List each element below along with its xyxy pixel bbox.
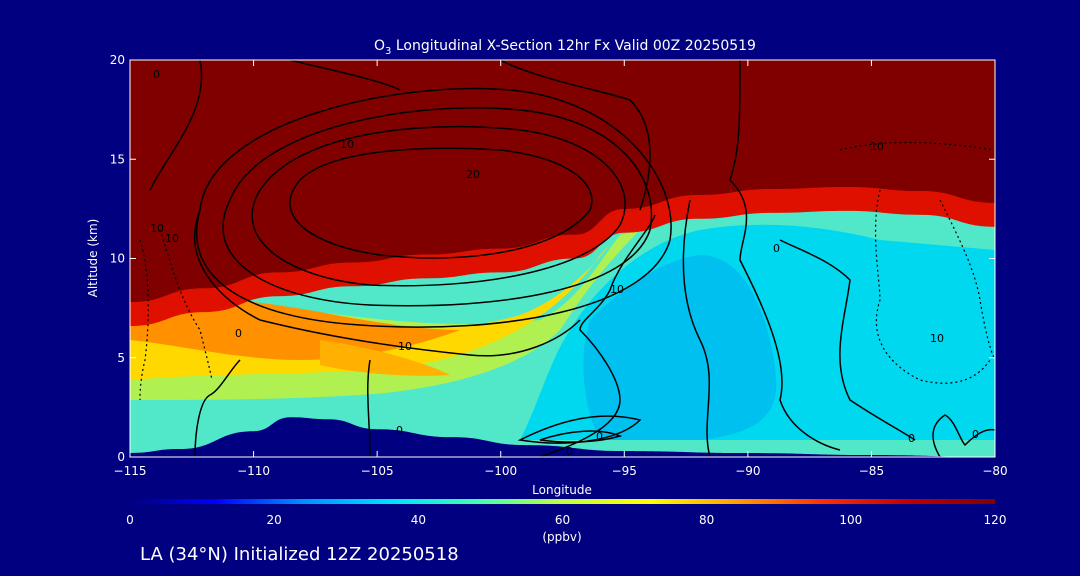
contour-line: [149, 60, 581, 357]
initialization-text: LA (34°N) Initialized 12Z 20250518: [140, 544, 459, 565]
contour-label: 10: [870, 140, 884, 153]
colorbar-tick-label: 60: [555, 513, 570, 527]
y-tick-label: 5: [117, 351, 125, 365]
x-tick-label: −95: [612, 464, 637, 478]
contour-label: 10: [610, 283, 624, 296]
dotted-contour-line: [159, 229, 213, 381]
x-tick-label: −110: [237, 464, 270, 478]
colorbar-tick-label: 20: [267, 513, 282, 527]
x-tick-label: −80: [982, 464, 1007, 478]
contour-label: 10: [398, 340, 412, 353]
dotted-contour-line: [874, 189, 991, 384]
colorbar-tick-label: 100: [839, 513, 862, 527]
chart-title: O3 Longitudinal X-Section 12hr Fx Valid …: [374, 38, 756, 57]
x-tick-label: −85: [859, 464, 884, 478]
stratospheric-ozone-field: [130, 60, 995, 303]
contour-line: [195, 87, 672, 328]
contour-line: [222, 107, 653, 307]
x-tick-label: −115: [114, 464, 147, 478]
x-tick-label: −100: [484, 464, 517, 478]
contour-label: 0: [235, 327, 242, 340]
y-tick-label: 15: [110, 152, 125, 166]
contour-label: 0: [596, 430, 603, 443]
contour-label: 0: [396, 424, 403, 437]
contour-label: 10: [165, 232, 179, 245]
contour-line: [367, 359, 371, 457]
colorbar: [130, 499, 995, 504]
colorbar-tick-label: 0: [126, 513, 134, 527]
surface-terrain: [130, 417, 995, 457]
colorbar-ticks: 0 20 40 60 80 100 120: [126, 513, 1006, 527]
contour-line: [517, 415, 642, 444]
contour-label: 20: [466, 168, 480, 181]
y-axis: 0 5 10 15 20: [110, 53, 995, 464]
contour-label: 0: [773, 242, 780, 255]
contour-label: 10: [150, 222, 164, 235]
plot-area: 0 10 10 20 10 0 10 0 10 10 10 0 0 0 0 0: [130, 60, 995, 458]
x-axis-label: Longitude: [532, 483, 592, 497]
contour-line: [289, 147, 593, 259]
x-axis: −115 −110 −105 −100 −95 −90 −85 −80: [114, 60, 1008, 478]
low-ozone-core-field: [583, 255, 777, 440]
contour-line: [289, 60, 651, 211]
y-tick-label: 10: [110, 252, 125, 266]
contour-line: [251, 125, 626, 287]
colorbar-tick-label: 40: [411, 513, 426, 527]
y-tick-label: 20: [110, 53, 125, 67]
contour-line: [932, 414, 995, 457]
contour-line: [779, 239, 916, 441]
contour-line: [729, 60, 841, 451]
title-subscript: 3: [385, 46, 391, 57]
colorbar-tick-label: 80: [699, 513, 714, 527]
contour-label: 0: [972, 428, 979, 441]
contour-label: 0: [908, 432, 915, 445]
dotted-contour-line: [139, 239, 149, 401]
title-prefix: O: [374, 38, 385, 54]
high-ozone-lobe: [320, 340, 450, 376]
colorbar-unit: (ppbv): [542, 530, 581, 544]
contour-line: [682, 199, 711, 457]
x-tick-label: −90: [735, 464, 760, 478]
x-tick-label: −105: [361, 464, 394, 478]
y-tick-label: 0: [117, 450, 125, 464]
contour-label: 0: [566, 445, 573, 458]
contour-label: 10: [340, 138, 354, 151]
contour-line: [539, 214, 656, 457]
y-axis-label: Altitude (km): [86, 219, 100, 298]
colorbar-tick-label: 120: [984, 513, 1007, 527]
contour-line: [539, 430, 623, 443]
contour-label: 0: [153, 68, 160, 81]
contour-line: [194, 359, 241, 457]
title-rest: Longitudinal X-Section 12hr Fx Valid 00Z…: [391, 38, 756, 54]
contour-label: 10: [930, 332, 944, 345]
